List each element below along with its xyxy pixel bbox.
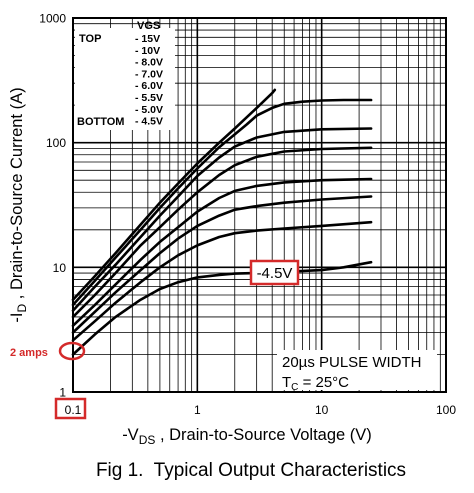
annotation-2-amps-label: 2 amps: [10, 347, 48, 359]
legend-entry: - 5.5V: [135, 92, 163, 104]
tick-labels: 0.1 1 10 100 1 10 100 1000: [39, 12, 456, 418]
legend-entry: - 6.0V: [135, 80, 163, 92]
annotation-4p5v-label: -4.5V: [257, 265, 293, 282]
legend-title: VGS: [137, 20, 160, 32]
legend-bottom-label: BOTTOM: [77, 116, 124, 128]
x-tick-label: 0.1: [65, 403, 82, 417]
series-line-2: [71, 127, 373, 312]
series-line-0: [71, 88, 277, 301]
x-tick-label: 10: [315, 403, 329, 417]
plot-frame: [72, 17, 447, 393]
series-line-1: [71, 98, 373, 307]
annotation-2-amps: 2 amps: [10, 341, 86, 361]
y-axis-label: -ID , Drain-to-Source Current (A): [8, 87, 29, 322]
legend-entry: - 8.0V: [135, 57, 163, 69]
series-line-6: [71, 220, 373, 342]
conditions-box: 20µs PULSE WIDTH TC = 25°C: [277, 350, 437, 393]
data-series: [71, 88, 373, 356]
series-line-7: [71, 260, 373, 356]
legend-entry: - 10V: [135, 45, 160, 57]
annotation-2-amps-circle: [58, 341, 86, 361]
series-line-5: [71, 195, 373, 334]
annotation-4p5v: -4.5V: [249, 259, 300, 286]
legend: VGS TOP BOTTOM - 15V- 10V- 8.0V- 7.0V- 6…: [75, 20, 175, 130]
temperature-label: TC = 25°C: [282, 374, 349, 393]
legend-entries: - 15V- 10V- 8.0V- 7.0V- 6.0V- 5.5V- 5.0V…: [135, 33, 163, 128]
figure-caption: Fig 1. Typical Output Characteristics: [96, 460, 406, 481]
x-tick-label: 1: [194, 403, 201, 417]
x-tick-0p1-highlight: [54, 397, 87, 420]
legend-entry: - 7.0V: [135, 68, 163, 80]
conditions-background: [277, 350, 437, 390]
legend-entry: - 5.0V: [135, 104, 163, 116]
annotation-4p5v-box: [249, 259, 300, 286]
y-tick-label: 10: [53, 261, 67, 275]
legend-entry: - 4.5V: [135, 116, 163, 128]
pulse-width-label: 20µs PULSE WIDTH: [282, 354, 422, 371]
y-tick-label: 100: [46, 136, 66, 150]
legend-top-label: TOP: [79, 33, 101, 45]
legend-background: [75, 28, 175, 130]
x-tick-label: 100: [436, 403, 456, 417]
x-axis-label: -VDS , Drain-to-Source Voltage (V): [122, 426, 372, 447]
y-tick-label: 1: [59, 386, 66, 400]
series-line-3: [71, 146, 373, 319]
y-tick-label: 1000: [39, 12, 66, 26]
legend-entry: - 15V: [135, 33, 160, 45]
series-line-4: [71, 177, 373, 327]
